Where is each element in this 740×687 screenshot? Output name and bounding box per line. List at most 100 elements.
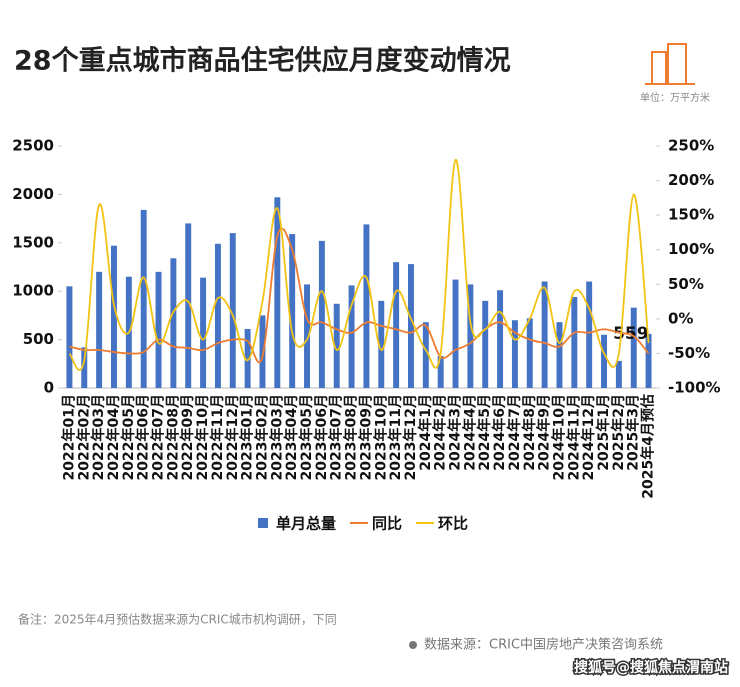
- x-tick-label: 2022年03月: [90, 394, 107, 480]
- x-tick-label: 2024年4月: [461, 394, 478, 471]
- note: 备注：2025年4月预估数据来源为CRIC城市机构调研，下同: [18, 612, 337, 627]
- x-tick-label: 2023年03月: [268, 394, 285, 480]
- x-tick-label: 2024年5月: [476, 394, 493, 471]
- legend-label: 环比: [438, 515, 468, 533]
- bar: [586, 281, 593, 388]
- y2-tick-label: 250%: [668, 137, 714, 155]
- watermark: 搜狐号@搜狐焦点渭南站: [574, 659, 728, 676]
- bar: [111, 245, 117, 388]
- y-tick-label: 1500: [12, 233, 54, 251]
- bar: [630, 307, 637, 388]
- x-tick-label: 2022年12月: [224, 394, 241, 480]
- x-tick-label: 2023年06月: [313, 394, 330, 480]
- x-tick-label: 2024年2月: [432, 394, 449, 471]
- bar: [318, 240, 325, 388]
- y-tick-label: 0: [44, 379, 54, 397]
- bar: [511, 320, 518, 388]
- bar: [437, 356, 444, 388]
- x-tick-label: 2023年05月: [298, 394, 315, 480]
- bar: [541, 281, 548, 388]
- bullet: [409, 641, 417, 649]
- bar: [408, 264, 414, 388]
- x-tick-label: 2022年02月: [75, 394, 92, 480]
- bar: [96, 271, 103, 388]
- bar: [304, 284, 310, 388]
- bar: [140, 209, 147, 388]
- chart-title: 28个重点城市商品住宅供应月度变动情况: [14, 45, 511, 77]
- bar: [393, 262, 400, 388]
- bar: [244, 328, 251, 388]
- bar: [348, 285, 355, 388]
- bar: [66, 286, 73, 388]
- x-tick-label: 2024年3月: [447, 394, 464, 471]
- legend-label: 单月总量: [276, 515, 336, 533]
- y-tick-label: 500: [23, 330, 54, 348]
- icon: [645, 43, 695, 85]
- bar: [615, 360, 622, 388]
- x-tick-label: 2025年1月: [595, 394, 612, 471]
- bar: [274, 197, 281, 388]
- x-tick-label: 2023年12月: [402, 394, 419, 480]
- bar: [645, 333, 652, 388]
- y2-tick-label: 100%: [668, 240, 714, 258]
- y-tick-label: 2500: [12, 137, 54, 155]
- x-tick-label: 2022年01月: [60, 394, 77, 480]
- x-tick-label: 2023年10月: [372, 394, 389, 480]
- x-tick-label: 2024年7月: [506, 394, 523, 471]
- x-tick-label: 2024年1月: [417, 394, 434, 471]
- x-tick-label: 2024年11月: [565, 394, 582, 480]
- bar: [363, 224, 370, 388]
- bar: [289, 234, 296, 388]
- x-tick-label: 2024年6月: [491, 394, 508, 471]
- bar: [170, 258, 177, 388]
- x-tick-label: 2022年04月: [105, 394, 122, 480]
- bar: [214, 243, 221, 388]
- x-tick-label: 2025年2月: [610, 394, 627, 471]
- bar: [601, 334, 607, 388]
- bar: [81, 347, 88, 388]
- line: [69, 227, 650, 364]
- y2-tick-label: 0%: [668, 309, 693, 327]
- x-tick-label: 2024年10月: [550, 394, 567, 480]
- bar: [526, 318, 533, 388]
- y2-tick-label: -100%: [668, 379, 721, 397]
- legend-swatch: [258, 518, 268, 528]
- x-tick-label: 2022年09月: [179, 394, 196, 480]
- legend-label: 同比: [372, 515, 402, 533]
- bar: [482, 300, 489, 388]
- x-tick-label: 2024年12月: [580, 394, 597, 480]
- x-tick-label: 2022年11月: [209, 394, 226, 480]
- bar: [497, 290, 504, 388]
- x-tick-label: 2022年06月: [135, 394, 152, 480]
- x-tick-label: 2022年05月: [120, 394, 137, 480]
- y-tick-label: 2000: [12, 185, 54, 203]
- y2-tick-label: 50%: [668, 275, 704, 293]
- bar: [378, 300, 385, 388]
- bar: [422, 322, 429, 388]
- y2-tick-label: -50%: [668, 344, 710, 362]
- x-tick-label: 2023年01月: [239, 394, 256, 480]
- unit-label: 单位：万平方米: [640, 91, 710, 104]
- bar: [452, 279, 459, 388]
- bar: [571, 297, 578, 388]
- x-tick-label: 2023年07月: [328, 394, 345, 480]
- y2-tick-label: 200%: [668, 171, 714, 189]
- x-tick-label: 2022年07月: [150, 394, 167, 480]
- x-tick-label: 2025年3月: [625, 394, 642, 471]
- x-tick-label: 2023年09月: [357, 394, 374, 480]
- x-tick-label: 2023年08月: [343, 394, 360, 480]
- bar: [333, 303, 340, 388]
- source: 数据来源：CRIC中国房地产决策咨询系统: [424, 637, 663, 653]
- bar: [259, 315, 266, 388]
- x-tick-label: 2022年08月: [164, 394, 181, 480]
- x-tick-label: 2023年11月: [387, 394, 404, 480]
- x-tick-label: 2023年02月: [253, 394, 270, 480]
- y2-tick-label: 150%: [668, 206, 714, 224]
- bar: [155, 271, 162, 388]
- line: [68, 158, 650, 371]
- bar: [185, 223, 192, 388]
- x-tick-label: 2024年8月: [521, 394, 538, 471]
- bar: [229, 233, 236, 388]
